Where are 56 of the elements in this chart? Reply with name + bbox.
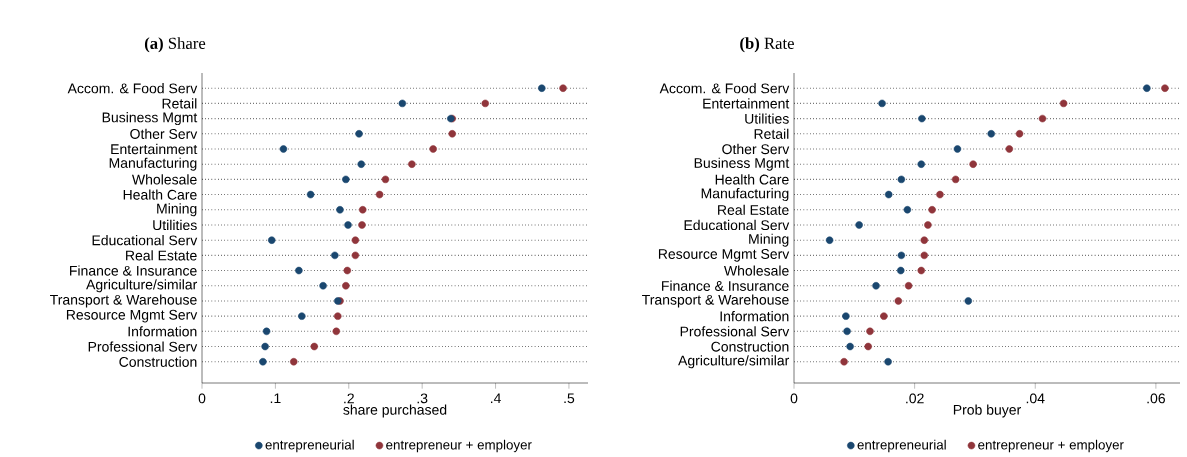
y-tick-label: Accom. & Food Serv bbox=[67, 83, 198, 94]
x-tick-label: .3 bbox=[417, 393, 428, 404]
y-tick-label: Utilities bbox=[153, 219, 197, 231]
y-tick-label: Other Serv bbox=[722, 143, 790, 155]
legend-label: entrepreneur + employer bbox=[978, 439, 1124, 453]
y-tick-label: Health Care bbox=[715, 174, 789, 185]
legend-label: entrepreneur + employer bbox=[386, 439, 532, 453]
y-tick-label: Construction bbox=[711, 341, 789, 352]
y-tick-label: Finance & Insurance bbox=[662, 280, 789, 291]
y-tick-label: Resource Mgmt Serv bbox=[658, 249, 790, 262]
x-tick-label: .06 bbox=[1147, 393, 1165, 404]
y-tick-label: Finance & Insurance bbox=[70, 265, 197, 276]
y-tick-label: Information bbox=[720, 311, 789, 322]
y-tick-label: Agriculture/similar bbox=[86, 279, 198, 293]
x-axis-title: share purchased bbox=[343, 404, 447, 418]
chart-title: (a) Share bbox=[144, 37, 206, 53]
y-tick-label: Transport & Warehouse bbox=[50, 294, 197, 308]
y-tick-label: Real Estate bbox=[718, 204, 789, 215]
y-tick-label: Accom. & Food Serv bbox=[659, 83, 790, 94]
y-tick-label: Real Estate bbox=[126, 250, 197, 261]
y-tick-label: Utilities bbox=[745, 113, 789, 124]
x-axis-title: Prob buyer bbox=[953, 404, 1021, 418]
legend-label: entrepreneurial bbox=[857, 439, 946, 453]
y-tick-label: Manufacturing bbox=[701, 188, 789, 202]
y-tick-label: Information bbox=[128, 326, 197, 337]
y-tick-label: Wholesale bbox=[724, 265, 789, 276]
x-tick-label: 0 bbox=[790, 393, 798, 404]
y-tick-label: Health Care bbox=[123, 189, 197, 200]
y-tick-label: Manufacturing bbox=[109, 157, 197, 171]
y-tick-label: Resource Mgmt Serv bbox=[66, 309, 198, 323]
x-tick-label: .4 bbox=[490, 393, 501, 404]
y-tick-label: Professional Serv bbox=[88, 341, 198, 352]
y-tick-label: Business Mgmt bbox=[102, 112, 198, 126]
y-tick-label: Retail bbox=[754, 128, 789, 139]
y-tick-label: Professional Serv bbox=[680, 326, 790, 337]
y-tick-label: Other Serv bbox=[130, 128, 198, 139]
y-tick-label: Transport & Warehouse bbox=[642, 294, 789, 308]
y-tick-label: Agriculture/similar bbox=[678, 355, 790, 369]
x-tick-label: .5 bbox=[564, 393, 575, 404]
y-tick-label: Mining bbox=[157, 203, 197, 217]
y-tick-label: Mining bbox=[749, 233, 789, 247]
y-tick-label: Business Mgmt bbox=[694, 157, 790, 171]
x-tick-label: .04 bbox=[1026, 393, 1045, 404]
x-tick-label: .2 bbox=[344, 393, 354, 404]
legend-label: entrepreneurial bbox=[265, 439, 354, 453]
x-tick-label: .1 bbox=[270, 393, 281, 404]
chart-title: (b) Rate bbox=[740, 37, 794, 53]
y-tick-label: Wholesale bbox=[131, 174, 197, 185]
y-tick-label: Entertainment bbox=[111, 143, 198, 155]
y-tick-label: Educational Serv bbox=[92, 235, 198, 246]
y-tick-label: Educational Serv bbox=[684, 219, 790, 231]
y-tick-label: Retail bbox=[162, 98, 197, 109]
y-tick-label: Entertainment bbox=[703, 98, 790, 109]
y-tick-label: Construction bbox=[119, 356, 197, 367]
x-tick-label: 0 bbox=[198, 393, 206, 404]
x-tick-label: .02 bbox=[906, 393, 924, 404]
